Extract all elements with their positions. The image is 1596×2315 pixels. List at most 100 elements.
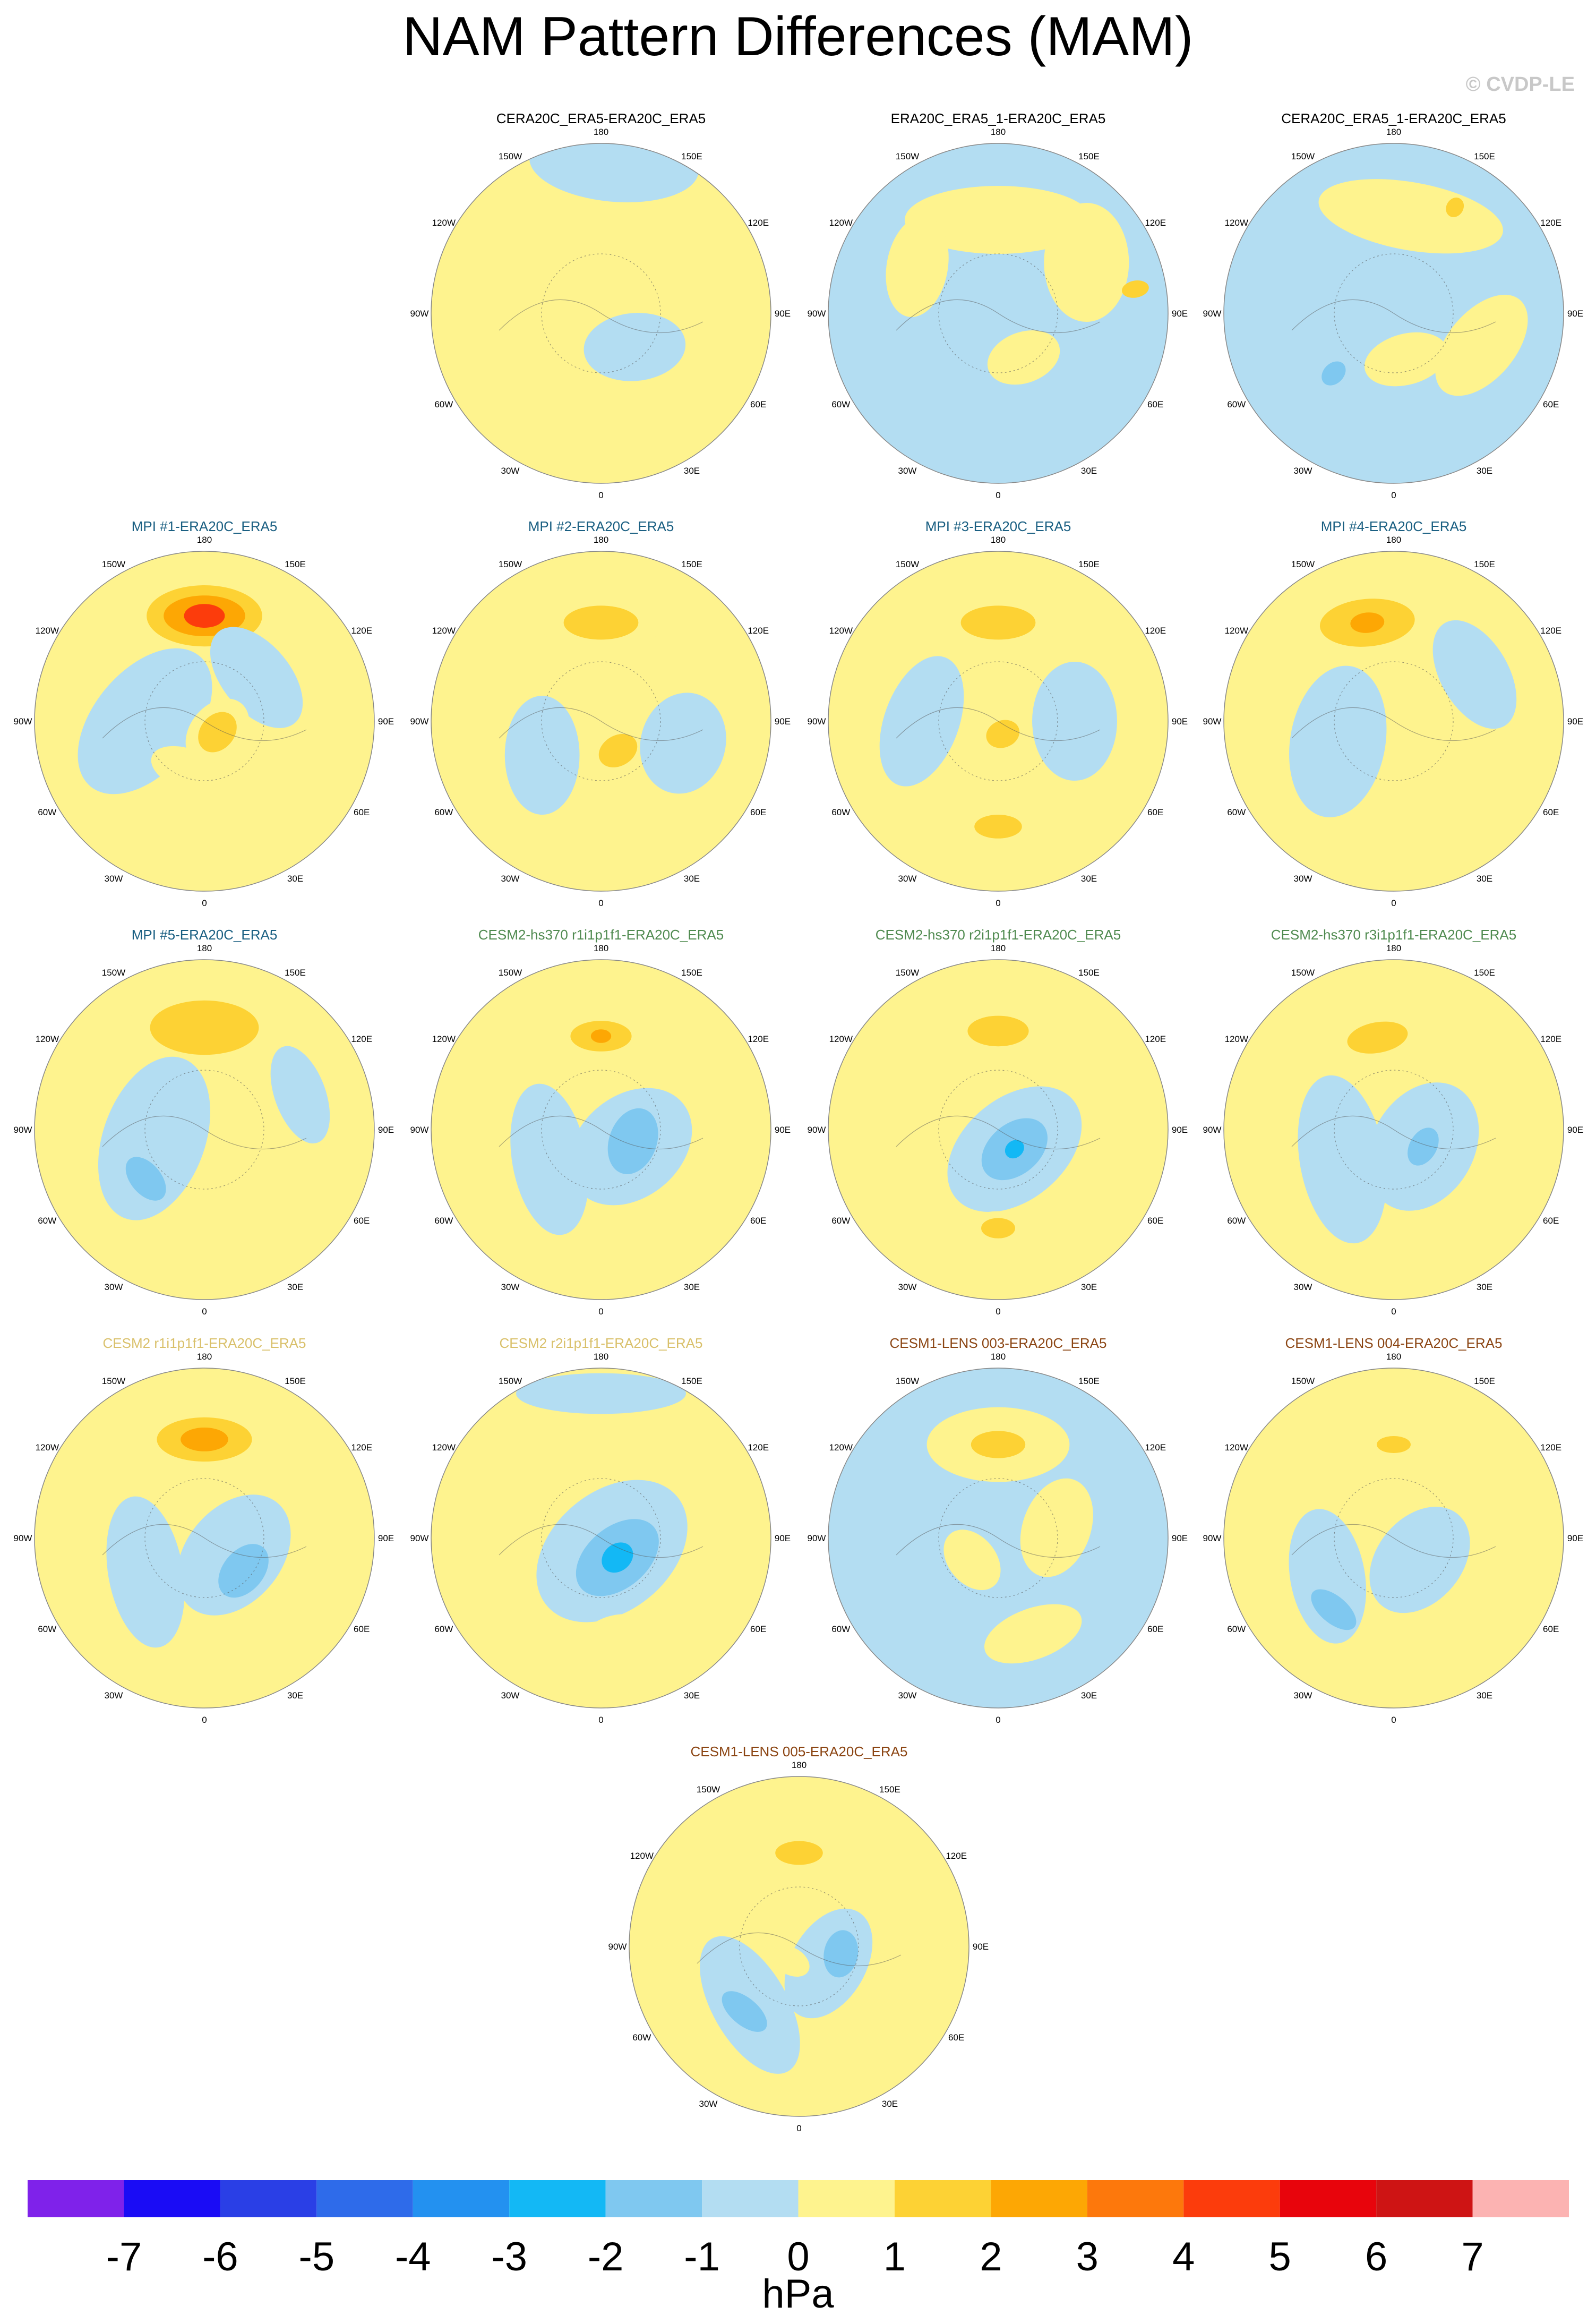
longitude-label: 30W	[501, 466, 520, 476]
longitude-label: 120W	[1225, 218, 1248, 228]
longitude-label: 120E	[1145, 626, 1166, 636]
longitude-label: 30E	[1081, 1282, 1097, 1292]
longitude-label: 120E	[748, 626, 769, 636]
contour-region	[974, 815, 1022, 839]
contour-region	[1032, 662, 1117, 781]
longitude-label: 150E	[1078, 968, 1100, 978]
colorbar-tick-label: 7	[1461, 2234, 1483, 2279]
colorbar-tick-label: 0	[787, 2234, 809, 2279]
colorbar-tick-label: 1	[883, 2234, 906, 2279]
coastline-sketch	[1334, 253, 1454, 373]
longitude-label: 60W	[434, 399, 453, 409]
contour-region	[879, 656, 964, 787]
panel-title: CERA20C_ERA5-ERA20C_ERA5	[496, 110, 706, 126]
colorbar-swatch	[413, 2180, 510, 2217]
longitude-label: 150E	[1474, 559, 1495, 569]
longitude-label: 90W	[1203, 1125, 1222, 1135]
contour-region	[607, 1108, 658, 1174]
contour-region	[504, 696, 580, 815]
longitude-label: 150W	[102, 968, 125, 978]
longitude-label: 150E	[285, 1376, 306, 1386]
longitude-label: 120E	[748, 218, 769, 228]
longitude-label: 120E	[1540, 626, 1561, 636]
longitude-label: 60W	[38, 807, 56, 817]
colorbar-swatch	[894, 2180, 991, 2217]
panel-title: MPI #2-ERA20C_ERA5	[528, 518, 674, 534]
contour-region	[510, 1083, 589, 1235]
longitude-label: 150W	[697, 1784, 720, 1795]
coastline-sketch	[896, 1524, 1101, 1558]
contour-region	[1364, 332, 1448, 387]
coastline-sketch	[499, 707, 703, 741]
longitude-label: 150W	[499, 559, 522, 569]
longitude-label: 30W	[105, 874, 123, 884]
contour-region	[584, 313, 686, 381]
contour-region	[1408, 1127, 1439, 1166]
longitude-label: 150W	[499, 968, 522, 978]
longitude-label: 0	[1391, 1306, 1396, 1317]
longitude-label: 0	[1391, 1715, 1396, 1725]
longitude-label: 60W	[434, 807, 453, 817]
coastline-sketch	[499, 299, 703, 334]
map-field	[35, 551, 374, 891]
contour-region	[1311, 1589, 1357, 1630]
longitude-label: 60E	[1543, 1624, 1559, 1634]
longitude-label: 30E	[1081, 466, 1097, 476]
colorbar: -7 -6 -5 -4 -3 -2 -1 0 1 2 3 4 5 6 7 hPa	[28, 2180, 1569, 2315]
longitude-label: 60W	[831, 399, 850, 409]
contour-region	[775, 1841, 823, 1865]
longitude-label: 90E	[1172, 1533, 1188, 1543]
contour-region	[1446, 198, 1464, 217]
coastline-sketch	[1291, 1115, 1496, 1150]
longitude-label: 150E	[1474, 968, 1495, 978]
longitude-label: 90E	[775, 1125, 791, 1135]
longitude-label: 180	[991, 535, 1006, 545]
longitude-label: 120W	[432, 1442, 456, 1453]
coastline-sketch	[102, 1524, 307, 1558]
longitude-label: 150W	[102, 559, 125, 569]
longitude-label: 150W	[896, 968, 919, 978]
longitude-label: 60E	[354, 1624, 370, 1634]
coastline-sketch	[938, 1070, 1058, 1190]
colorbar-swatch	[220, 2180, 317, 2217]
panel-title: CESM1-LENS 005-ERA20C_ERA5	[691, 1744, 908, 1759]
contour-region	[1020, 1478, 1093, 1577]
longitude-label: 60W	[831, 807, 850, 817]
longitude-label: 180	[197, 1352, 212, 1362]
coastline-sketch	[1291, 1524, 1496, 1558]
longitude-label: 60E	[750, 807, 766, 817]
longitude-label: 120E	[748, 1442, 769, 1453]
colorbar-tick-label: -7	[106, 2234, 142, 2279]
map-field	[1224, 1368, 1564, 1708]
longitude-label: 30E	[1477, 466, 1492, 476]
longitude-label: 90W	[808, 1125, 826, 1135]
longitude-label: 90E	[378, 716, 394, 727]
longitude-label: 120W	[630, 1851, 654, 1861]
coastline-sketch	[541, 253, 661, 373]
panel-title: CESM1-LENS 004-ERA20C_ERA5	[1285, 1335, 1503, 1351]
longitude-label: 180	[792, 1760, 806, 1770]
colorbar-swatch	[509, 2180, 606, 2217]
longitude-label: 0	[996, 490, 1000, 500]
contour-region	[184, 604, 225, 628]
contour-region	[590, 1029, 612, 1043]
coastline-sketch	[144, 1478, 264, 1598]
longitude-label: 0	[598, 1715, 603, 1725]
longitude-label: 150E	[285, 968, 306, 978]
contour-region	[125, 1157, 166, 1201]
contour-region	[577, 1419, 625, 1453]
longitude-label: 90W	[410, 309, 429, 319]
longitude-label: 60E	[1543, 1216, 1559, 1226]
longitude-label: 120E	[1145, 1442, 1166, 1453]
coastline-sketch	[1334, 1478, 1454, 1598]
panel-title: MPI #4-ERA20C_ERA5	[1321, 518, 1467, 534]
longitude-label: 120W	[432, 626, 456, 636]
coastline-sketch	[541, 1478, 661, 1598]
contour-region	[981, 1218, 1015, 1238]
contour-region	[587, 1614, 648, 1646]
longitude-label: 0	[996, 898, 1000, 908]
longitude-label: 180	[594, 535, 608, 545]
